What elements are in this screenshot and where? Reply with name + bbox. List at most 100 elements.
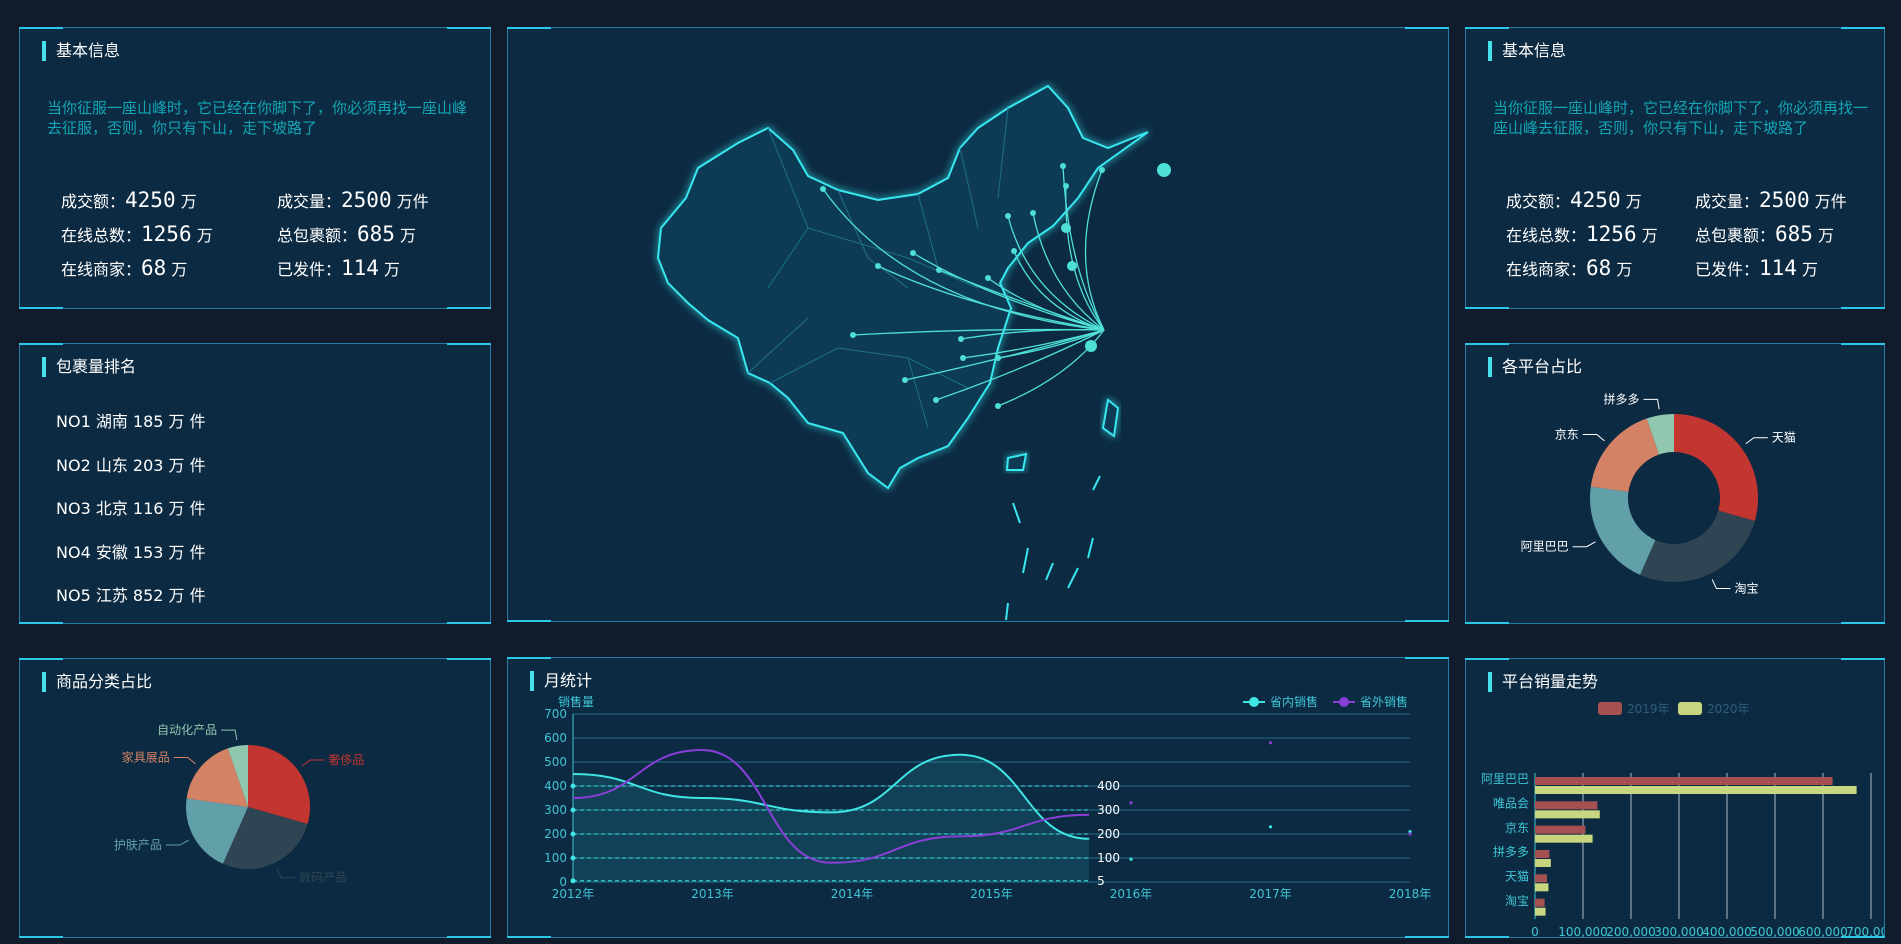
panel-title: 商品分类占比 [42,672,152,692]
info-description: 当你征服一座山峰时，它已经在你脚下了，你必须再找一座山峰去征服，否则，你只有下山… [47,99,468,137]
stat-online-merchants: 在线商家：68 万 [61,256,188,280]
stat-volume: 成交量：2500 万件 [1695,188,1847,212]
pie-label: 阿里巴巴 [1521,540,1569,554]
bar [1535,801,1598,810]
pie-label-line [276,868,296,879]
scatter-point [1268,825,1273,829]
monthly-panel: 月统计 销售量 0 100 200 300 400 500 600 700 2012年 2013年 2… [507,657,1449,938]
x-tick-label: 200,000 [1606,925,1656,937]
guide-label: 400 [1097,779,1120,793]
pie-label: 京东 [1555,427,1579,441]
y-tick-label: 200 [544,827,567,841]
bar [1535,834,1593,843]
ranking-panel: 包裹量排名 NO1 湖南 185 万 件 NO2 山东 203 万 件 NO3 … [19,343,491,624]
info-panel-left: 基本信息 当你征服一座山峰时，它已经在你脚下了，你必须再找一座山峰去征服，否则，… [19,27,491,309]
y-tick-label: 100 [544,851,567,865]
pie-slice [1646,414,1674,455]
pie-label-line [165,839,189,846]
y-tick-label: 700 [544,707,567,721]
panel-title: 月统计 [530,671,592,691]
series-area [573,754,1090,882]
guide-point [570,855,576,861]
x-tick-label: 100,000 [1558,925,1608,937]
series-line [572,748,1090,864]
stat-shipped: 已发件：114 万 [1695,256,1819,280]
ranking-item: NO3 北京 116 万 件 [56,499,206,518]
stat-turnover: 成交额：4250 万 [1506,188,1642,212]
bar [1535,898,1545,907]
ranking-item: NO1 湖南 185 万 件 [56,412,206,431]
panel-title: 基本信息 [42,41,120,61]
bar [1535,859,1551,867]
legend-marker [1249,697,1259,707]
platform-share-panel: 各平台占比 天猫 淘宝 阿里巴巴 京东 拼多多 [1465,343,1885,624]
bar [1535,883,1549,892]
y-axis-label: 销售量 [558,694,594,709]
map-hainan [1005,452,1028,471]
pie-label-line [1582,433,1605,442]
x-tick-label: 400,000 [1702,925,1752,937]
stat-shipped: 已发件：114 万 [277,256,401,280]
legend-label: 省外销售 [1360,694,1408,709]
y-tick-label: 0 [559,875,567,889]
pie-label: 奢侈品 [328,753,364,767]
ranking-item: NO5 江苏 852 万 件 [56,586,206,605]
pie-label-line [301,759,325,767]
pie-label: 家具展品 [122,749,170,764]
guide-label: 200 [1097,827,1120,841]
legend-swatch[interactable] [1598,702,1622,715]
series-line [572,753,1090,840]
pie-label-line [1745,437,1768,445]
map-taiwan [1101,398,1120,438]
x-tick-label: 2017年 [1249,887,1292,901]
platform-bar-chart: 2019年 2020年 0 100,000200,000300,000400,0005… [1481,702,1884,937]
pie-label-line [173,756,196,765]
stat-volume: 成交量：2500 万件 [277,188,429,212]
scatter-point [1129,857,1133,861]
x-tick-label: 2013年 [691,887,734,901]
bar [1535,810,1600,819]
panel-title: 包裹量排名 [42,357,136,377]
map-outline [656,84,1149,490]
map-provinces [747,107,1009,429]
pie-slice [227,745,248,807]
legend-marker [1339,697,1349,707]
pie-label: 护肤产品 [114,837,162,852]
legend-label[interactable]: 2019年 [1627,702,1670,716]
map-south-sea [1005,475,1101,621]
scatter-point [1408,830,1412,834]
panel-title: 平台销量走势 [1488,672,1598,692]
legend-label[interactable]: 2020年 [1707,702,1750,716]
pie-slice [186,798,248,864]
china-map [656,84,1171,621]
category-panel: 商品分类占比 奢侈品 数码产品 护肤产品 家具展品 自动化产品 [19,658,491,938]
stat-package-total: 总包裹额：685 万 [1695,222,1835,246]
map-panel [507,27,1449,622]
stat-online-total: 在线总数：1256 万 [1506,222,1658,246]
legend-swatch[interactable] [1678,702,1702,715]
scatter-point [1129,801,1133,805]
y-tick-label: 400 [544,779,567,793]
info-description: 当你征服一座山峰时，它已经在你脚下了，你必须再找一座山峰去征服，否则，你只有下山… [1493,99,1869,137]
panel-title: 各平台占比 [1488,357,1582,377]
guide-point [570,807,576,813]
guide-point [570,783,576,789]
guide-label: 100 [1097,851,1120,865]
pie-slice [1590,486,1656,575]
pie-label: 数码产品 [299,870,347,885]
y-tick-label: 唯品会 [1493,797,1529,811]
stat-package-total: 总包裹额：685 万 [277,222,417,246]
pie-label-line [1572,541,1596,548]
monthly-line-chart: 销售量 0 100 200 300 400 500 600 700 2012年 2013年 2014年… [544,694,1431,901]
x-tick-label: 2016年 [1110,887,1153,901]
pie-slice [186,748,248,807]
pie-label-line [1643,398,1660,410]
panel-title: 基本信息 [1488,41,1566,61]
stat-turnover: 成交额：4250 万 [61,188,197,212]
legend-label: 省内销售 [1270,694,1318,709]
bar [1535,907,1546,916]
pie-slice [1590,418,1660,492]
pie-label-line [221,729,238,741]
